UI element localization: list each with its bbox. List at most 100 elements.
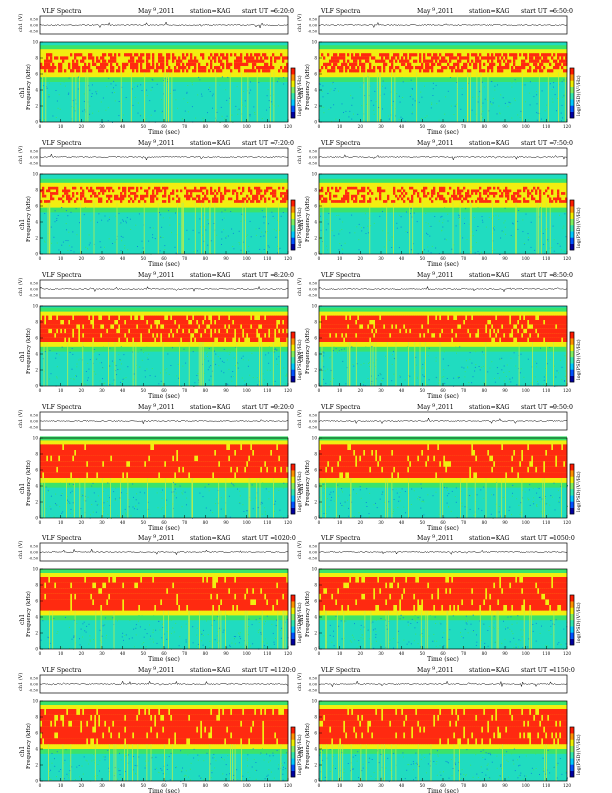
psd-speckle bbox=[432, 246, 433, 247]
psd-speckle bbox=[178, 378, 179, 379]
psd-speckle bbox=[166, 368, 167, 369]
psd-speckle bbox=[169, 217, 170, 218]
psd-speckle bbox=[205, 230, 206, 231]
psd-speckle bbox=[142, 241, 143, 242]
psd-red-cell bbox=[168, 461, 170, 467]
psd-red-cell bbox=[238, 333, 240, 337]
psd-red-cell bbox=[423, 53, 425, 56]
psd-red-cell bbox=[158, 60, 160, 63]
psd-red-cell bbox=[401, 316, 403, 320]
psd-red-cell bbox=[507, 324, 509, 328]
psd-red-cell bbox=[76, 329, 78, 333]
psd-red-cell bbox=[333, 338, 335, 342]
psd-red-cell bbox=[487, 329, 489, 333]
psd-red-cell bbox=[258, 190, 260, 193]
psd-speckle bbox=[72, 348, 73, 349]
psd-red-cell bbox=[270, 338, 272, 342]
psd-red-cell bbox=[341, 53, 343, 56]
psd-red-cell bbox=[72, 444, 74, 450]
sferic-streak bbox=[270, 72, 271, 122]
waveform-tick-label: 0.00 bbox=[30, 24, 39, 28]
psd-speckle bbox=[474, 217, 475, 218]
freq-ylabel-line2: Frequency (kHz) bbox=[25, 196, 32, 242]
psd-speckle bbox=[412, 104, 413, 105]
psd-red-cell bbox=[70, 316, 72, 320]
psd-red-cell bbox=[469, 329, 471, 333]
psd-speckle bbox=[464, 223, 465, 224]
psd-red-cell bbox=[78, 467, 80, 473]
psd-red-cell bbox=[441, 69, 443, 72]
y-tick-label: 4 bbox=[35, 220, 38, 225]
psd-red-cell bbox=[272, 320, 274, 324]
psd-red-cell bbox=[357, 53, 359, 56]
psd-red-cell bbox=[387, 316, 389, 320]
psd-red-cell bbox=[535, 63, 537, 66]
psd-speckle bbox=[169, 374, 170, 375]
psd-speckle bbox=[409, 376, 410, 377]
psd-red-cell bbox=[116, 69, 118, 72]
psd-red-cell bbox=[379, 53, 381, 56]
psd-speckle bbox=[207, 112, 208, 113]
psd-speckle bbox=[554, 251, 555, 252]
psd-speckle bbox=[134, 87, 135, 88]
psd-red-cell bbox=[208, 333, 210, 337]
psd-red-cell bbox=[194, 320, 196, 324]
psd-red-cell bbox=[433, 190, 435, 193]
psd-red-cell bbox=[166, 320, 168, 324]
psd-speckle bbox=[112, 92, 113, 93]
psd-speckle bbox=[515, 82, 516, 83]
psd-red-cell bbox=[198, 320, 200, 324]
psd-speckle bbox=[445, 348, 446, 349]
psd-speckle bbox=[88, 369, 89, 370]
psd-red-cell bbox=[361, 320, 363, 324]
psd-red-cell bbox=[158, 461, 160, 467]
psd-speckle bbox=[332, 83, 333, 84]
psd-speckle bbox=[121, 363, 122, 364]
psd-red-cell bbox=[505, 192, 507, 195]
psd-red-cell bbox=[272, 338, 274, 342]
psd-red-cell bbox=[60, 467, 62, 473]
psd-red-cell bbox=[543, 192, 545, 195]
psd-red-cell bbox=[78, 456, 80, 462]
psd-red-cell bbox=[126, 329, 128, 333]
psd-red-cell bbox=[519, 338, 521, 342]
psd-red-cell bbox=[162, 456, 164, 462]
psd-red-cell bbox=[252, 63, 254, 66]
psd-red-cell bbox=[130, 338, 132, 342]
psd-speckle bbox=[528, 233, 529, 234]
psd-red-cell bbox=[455, 338, 457, 342]
psd-red-cell bbox=[164, 195, 166, 198]
psd-red-cell bbox=[236, 333, 238, 337]
y-tick-label: 4 bbox=[314, 88, 317, 93]
psd-red-cell bbox=[136, 63, 138, 66]
psd-red-cell bbox=[222, 329, 224, 333]
psd-red-cell bbox=[60, 198, 62, 201]
psd-red-cell bbox=[445, 324, 447, 328]
psd-red-cell bbox=[467, 324, 469, 328]
psd-red-cell bbox=[76, 461, 78, 467]
psd-red-cell bbox=[345, 63, 347, 66]
psd-red-cell bbox=[136, 53, 138, 56]
y-tick-label: 10 bbox=[312, 172, 318, 177]
psd-red-cell bbox=[238, 69, 240, 72]
psd-red-cell bbox=[98, 461, 100, 467]
psd-speckle bbox=[323, 96, 324, 97]
psd-red-cell bbox=[118, 450, 120, 456]
psd-speckle bbox=[110, 366, 111, 367]
psd-red-cell bbox=[46, 66, 48, 69]
psd-red-cell bbox=[435, 60, 437, 63]
psd-red-cell bbox=[359, 316, 361, 320]
psd-red-cell bbox=[222, 66, 224, 69]
panel-station: station=KAG bbox=[190, 140, 231, 147]
psd-red-cell bbox=[140, 324, 142, 328]
psd-red-cell bbox=[94, 320, 96, 324]
psd-red-cell bbox=[403, 200, 405, 203]
psd-red-cell bbox=[140, 187, 142, 190]
sferic-streak bbox=[323, 203, 324, 254]
psd-red-cell bbox=[154, 333, 156, 337]
psd-speckle bbox=[278, 105, 279, 106]
psd-red-cell bbox=[122, 190, 124, 193]
psd-speckle bbox=[417, 221, 418, 222]
waveform-tick-label: 0.50 bbox=[309, 282, 318, 286]
sferic-streak bbox=[492, 203, 493, 254]
